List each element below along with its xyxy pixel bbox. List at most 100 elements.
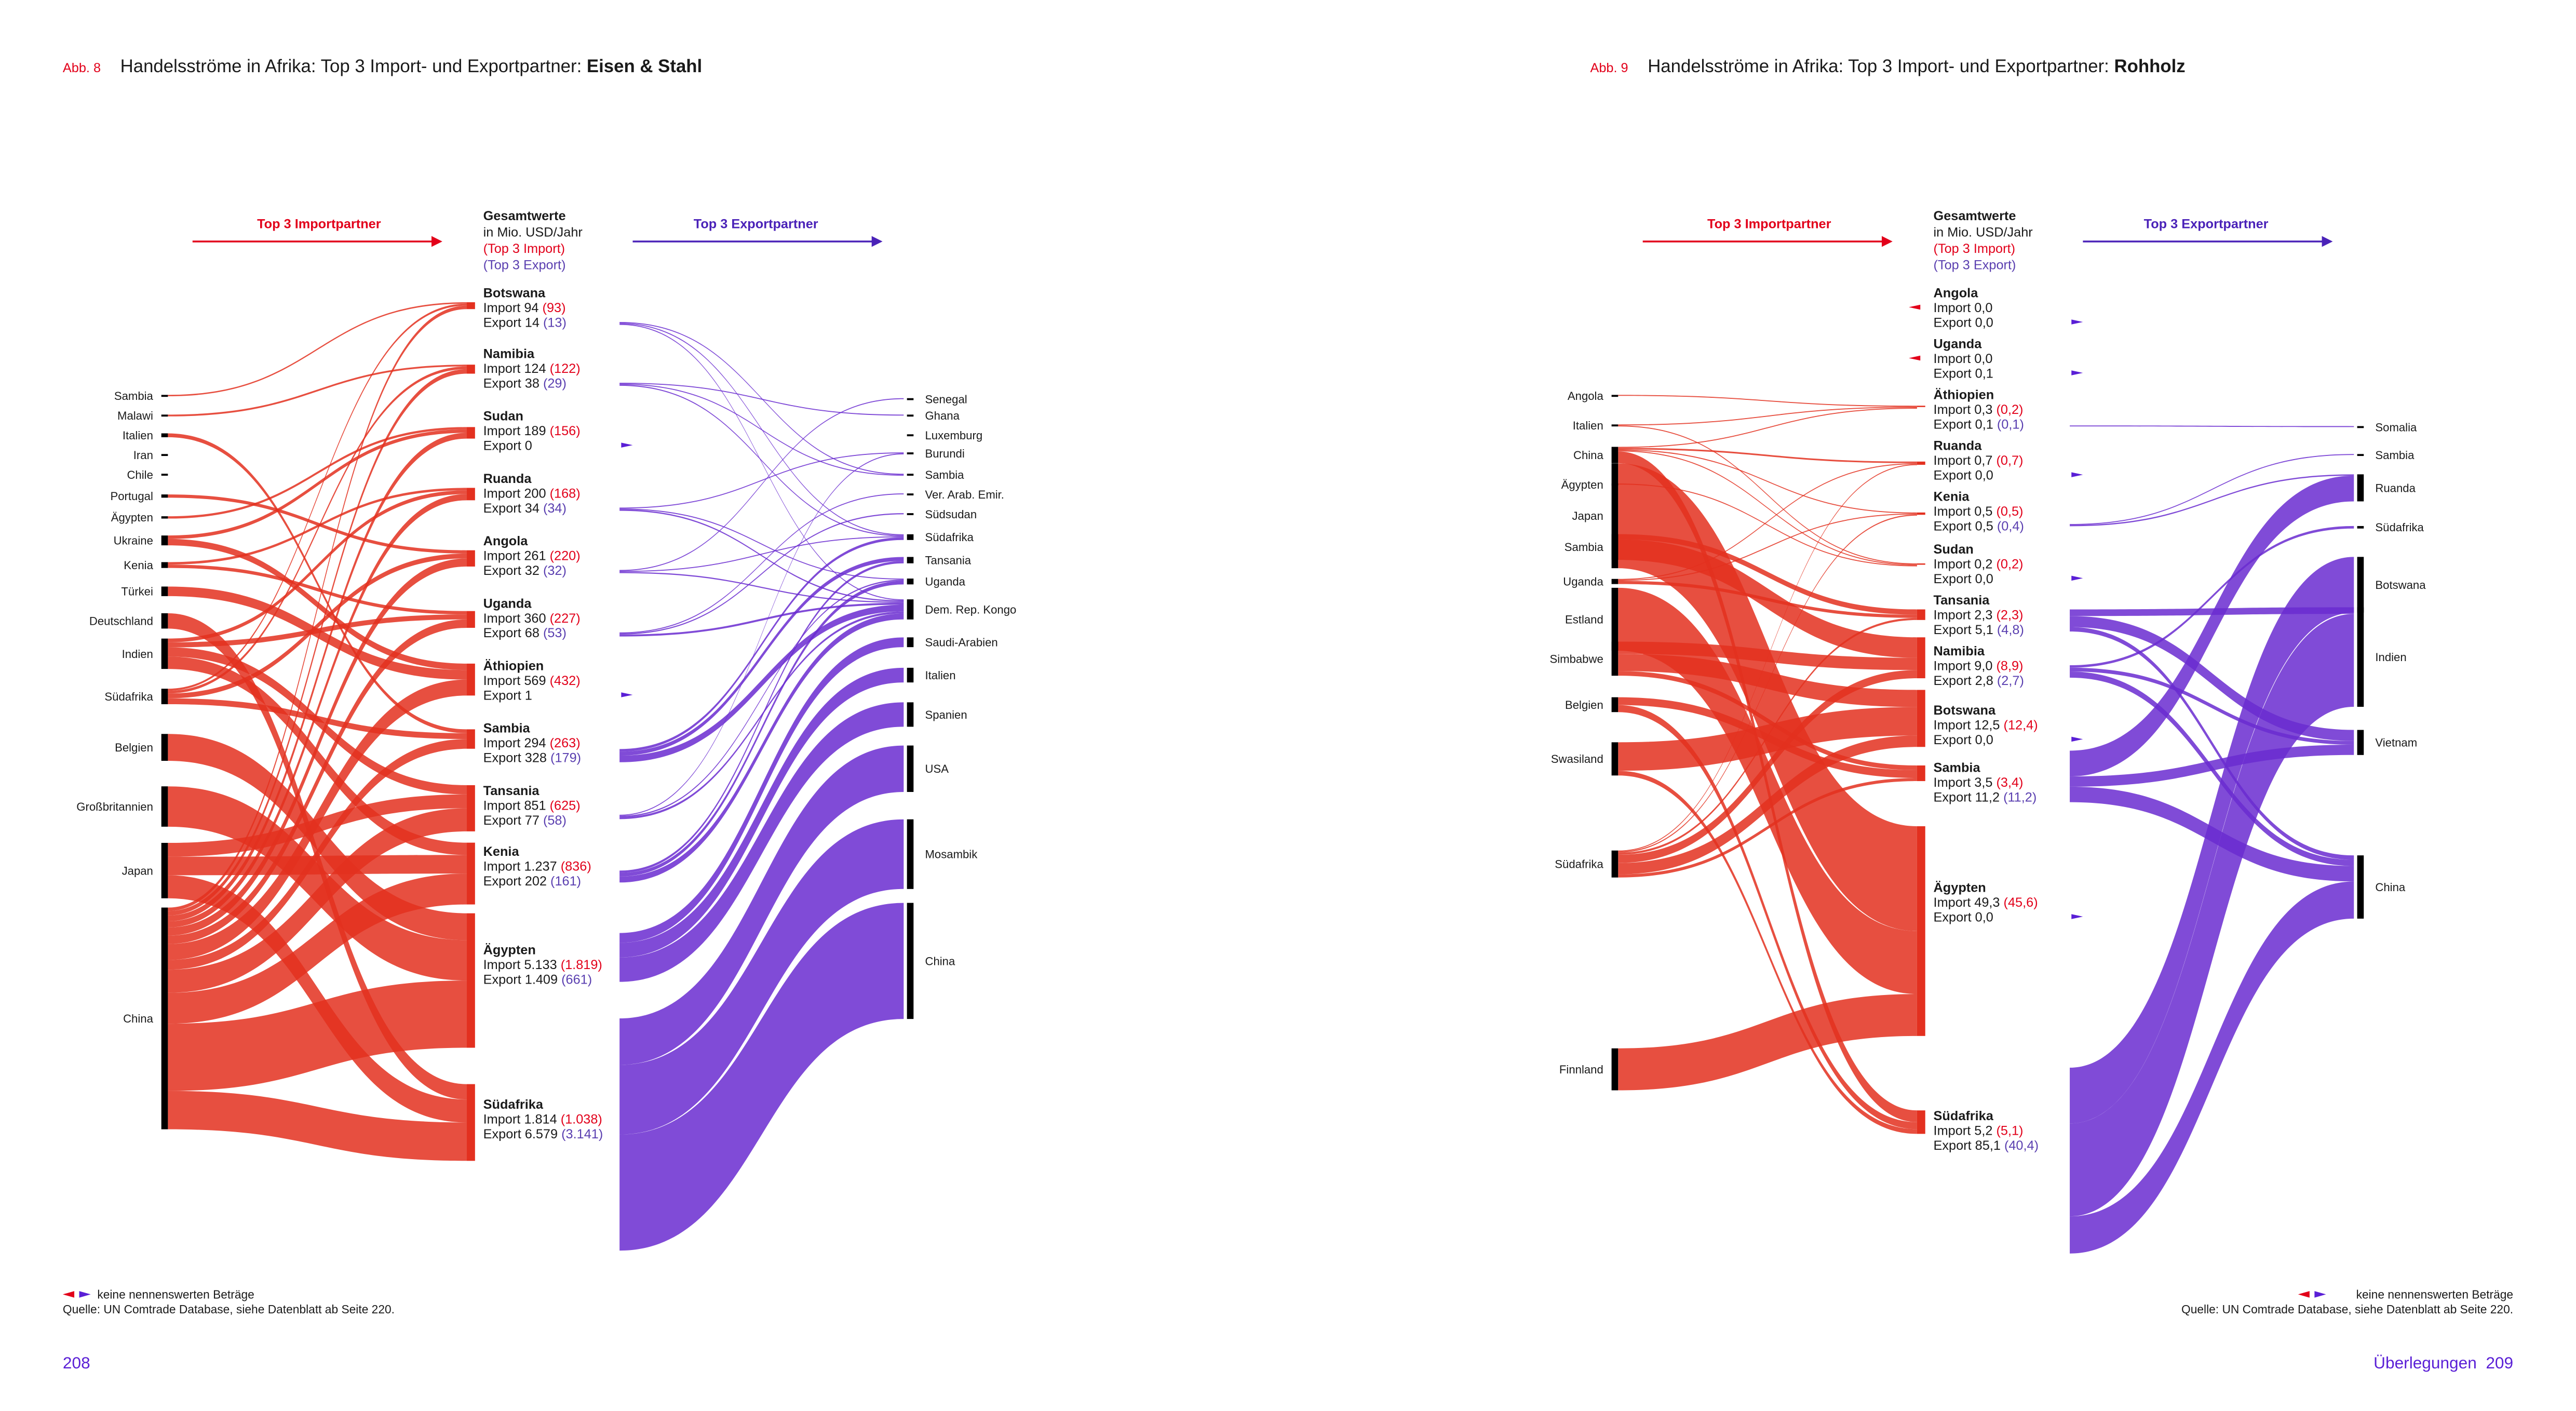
export-partner-bar bbox=[907, 637, 914, 648]
export-partner-bar bbox=[907, 903, 914, 1019]
import-total-bar bbox=[1917, 609, 1925, 620]
export-value: Export 0,1 bbox=[1934, 418, 1993, 432]
export-partner-bar bbox=[907, 513, 914, 515]
export-partner-label: Indien bbox=[2375, 651, 2406, 664]
import-partner-label: Swasiland bbox=[1551, 752, 1603, 765]
export-total: Export 32 (32) bbox=[483, 563, 567, 578]
import-flow-china-ruanda bbox=[1618, 448, 1917, 463]
export-flow-ägypten-italien bbox=[619, 667, 904, 958]
import-total-bar bbox=[1917, 1110, 1925, 1134]
import-flow-italien-sambia bbox=[168, 433, 467, 733]
import-value: Import 0,0 bbox=[1934, 352, 1993, 366]
import-total-bar bbox=[467, 302, 475, 310]
import-partner-label: Türkei bbox=[121, 585, 153, 598]
country-name: Kenia bbox=[483, 844, 520, 859]
import-flow-malawi-namibia bbox=[168, 365, 467, 416]
import-value: Import 360 bbox=[483, 611, 546, 626]
export-value: Export 202 bbox=[483, 874, 547, 889]
import-value: Import 200 bbox=[483, 486, 546, 501]
export-flow-kenia-dem-rep-kongo bbox=[619, 613, 904, 883]
import-partner-bar bbox=[161, 638, 168, 669]
export-flow-südafrika-botswana bbox=[2070, 557, 2354, 1124]
export-value: Export 32 bbox=[483, 563, 540, 578]
export-partner-bar bbox=[907, 819, 914, 889]
country-name: Tansania bbox=[483, 784, 540, 798]
export-flow-südafrika-mosambik bbox=[619, 819, 904, 1135]
import-flow-angola-äthiopien bbox=[1618, 395, 1917, 407]
import-total: Import 0,5 (0,5) bbox=[1934, 504, 2024, 519]
export-flow-südafrika-china bbox=[619, 903, 904, 1251]
import-total: Import 0,3 (0,2) bbox=[1934, 402, 2024, 417]
import-total: Import 1.237 (836) bbox=[483, 859, 591, 874]
legend-text: keine nennenswerten Beträge bbox=[97, 1287, 254, 1301]
export-flow-ruanda-burundi bbox=[619, 452, 904, 509]
export-flow-namibia-ghana bbox=[619, 382, 904, 416]
import-partners: Angola Italien China Ägypten Japan Sambia Ugan… bbox=[1549, 389, 1619, 1091]
totals-export-note: (Top 3 Export) bbox=[1934, 258, 2016, 273]
import-total-bar bbox=[1917, 690, 1925, 747]
export-partner-label: Ghana bbox=[925, 409, 960, 422]
export-total: Export 0,0 bbox=[1934, 315, 1993, 330]
legend: keine nennenswerten Beträge Quelle: UN C… bbox=[62, 1287, 395, 1316]
import-partner-bar bbox=[1611, 395, 1619, 397]
import-top3-value: (263) bbox=[546, 736, 581, 750]
export-total: Export 77 (58) bbox=[483, 813, 567, 828]
import-flow-china-uganda bbox=[168, 619, 467, 944]
import-partner-label: Finnland bbox=[1559, 1063, 1603, 1076]
totals-title: Gesamtwerte bbox=[1934, 209, 2016, 223]
import-partner-bar bbox=[161, 786, 168, 827]
country-name: Ruanda bbox=[1934, 439, 1982, 453]
import-partner-bar bbox=[161, 907, 168, 1130]
import-top3-value: (0,7) bbox=[1992, 453, 2023, 468]
source-note: Quelle: UN Comtrade Database, siehe Date… bbox=[63, 1302, 395, 1316]
export-total: Export 0,0 bbox=[1934, 572, 1993, 586]
import-partners: Sambia Malawi Italien Iran Chile Portugal Ägyp… bbox=[76, 389, 168, 1130]
country-name: Botswana bbox=[1934, 703, 1996, 718]
export-partner-label: Uganda bbox=[925, 575, 965, 588]
totals-export-note: (Top 3 Export) bbox=[483, 258, 566, 273]
export-partner-label: Sambia bbox=[925, 468, 964, 481]
import-flow-belgien-südafrika bbox=[1618, 705, 1917, 1130]
export-partner-bar bbox=[907, 599, 914, 620]
import-top3-value: (0,2) bbox=[1992, 402, 2023, 417]
export-partner-bar bbox=[907, 667, 914, 683]
import-partner-bar bbox=[161, 414, 168, 417]
export-flow-tansania-dem-rep-kongo bbox=[619, 611, 904, 819]
figure-title: Handelsströme in Afrika: Top 3 Import- u… bbox=[120, 57, 703, 76]
export-value: Export 5,1 bbox=[1934, 623, 1993, 637]
export-flow-angola-dem-rep-kongo bbox=[619, 572, 904, 603]
export-value: Export 2,8 bbox=[1934, 674, 1993, 688]
export-partner-label: Luxemburg bbox=[925, 429, 982, 442]
country-name: Äthiopien bbox=[483, 659, 544, 673]
import-flow-südafrika-angola bbox=[168, 553, 467, 698]
import-flow-türkei-äthiopien bbox=[168, 586, 467, 680]
import-total-bar bbox=[467, 842, 475, 905]
export-flow-uganda-südsudan bbox=[619, 513, 904, 635]
export-top3-value: (3.141) bbox=[558, 1127, 603, 1141]
export-partner-label: Tansania bbox=[925, 554, 971, 567]
page-right: Abb. 9 Handelsströme in Afrika: Top 3 Im… bbox=[1549, 57, 2513, 1372]
import-value: Import 0,7 bbox=[1934, 453, 1993, 468]
import-flow-indien-tansania bbox=[168, 647, 467, 795]
export-top3-value: (13) bbox=[540, 315, 567, 330]
import-total-bar bbox=[467, 488, 475, 501]
import-partner-bar bbox=[161, 433, 168, 437]
import-partner-label: Simbabwe bbox=[1549, 652, 1603, 665]
export-partner-label: Südsudan bbox=[925, 508, 977, 521]
export-value: Export 0,0 bbox=[1934, 572, 1993, 586]
import-flow-italien-sudan bbox=[1618, 425, 1917, 565]
import-partner-label: Ägypten bbox=[1561, 478, 1603, 491]
export-flow-sambia-dem-rep-kongo bbox=[619, 604, 904, 762]
export-value: Export 0 bbox=[483, 439, 532, 453]
import-partner-label: Kenia bbox=[124, 559, 153, 572]
import-flow-deutschland-südafrika bbox=[168, 613, 467, 1100]
export-top3-value: (58) bbox=[540, 813, 567, 828]
import-top3-value: (836) bbox=[557, 859, 591, 874]
